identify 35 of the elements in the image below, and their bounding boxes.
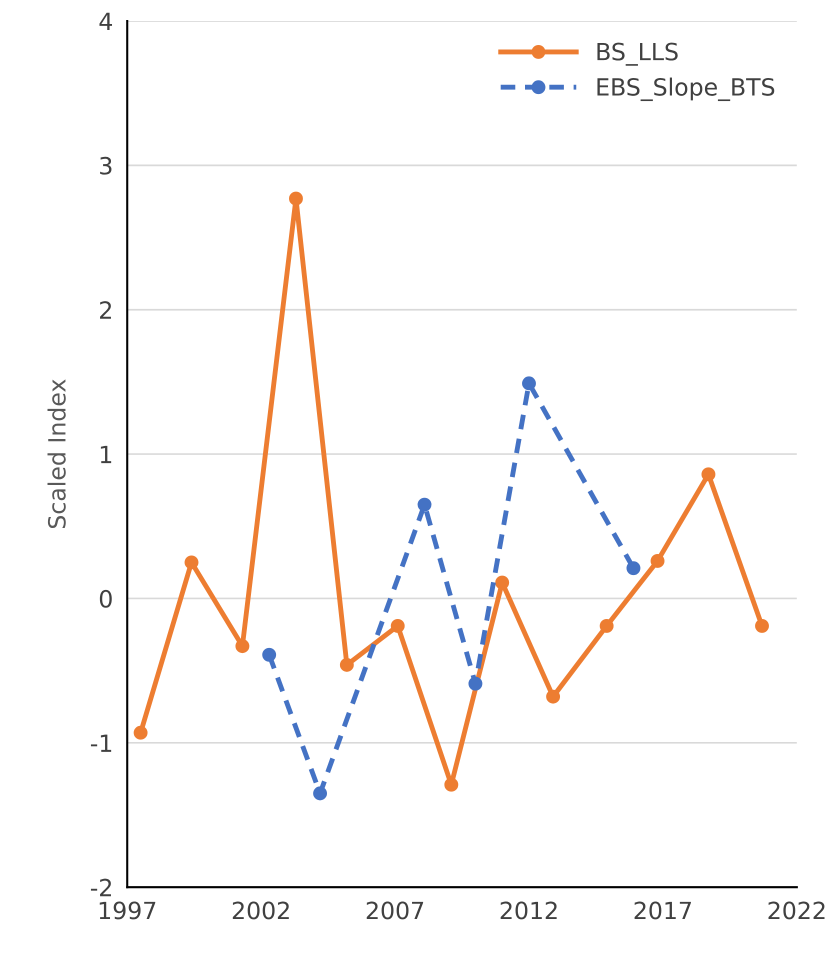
legend-label: EBS_Slope_BTS [597,78,774,102]
point [626,561,640,576]
point [235,639,250,654]
point [262,648,276,662]
y-tick-label: -1 [90,734,112,752]
point [650,554,664,568]
y-tick-label: 2 [100,301,111,319]
point [444,778,458,792]
x-tick-label: 2007 [366,902,424,920]
x-tick-label: 2002 [232,902,289,920]
point [522,376,536,390]
point [184,555,198,570]
point [390,618,405,633]
legend-label: BS_LLS [597,42,678,66]
x-tick-label: 1997 [100,902,156,920]
y-tick-label: 3 [100,156,112,175]
point [313,786,328,800]
y-tick-label: 0 [100,590,112,608]
point [134,726,148,740]
point [600,618,614,633]
point [546,690,560,704]
x-tick-label: 2022 [768,902,825,920]
point [468,676,482,691]
point [701,467,716,482]
y-tick-label: -2 [90,878,111,896]
x-tick-label: 2012 [500,902,557,920]
x-tick-label: 2017 [634,902,691,920]
point [418,498,432,512]
point [495,576,510,590]
y-axis-title: Scaled Index [48,379,66,528]
point [289,192,303,206]
y-tick-label: 4 [99,12,112,30]
point [340,658,354,672]
point [755,618,769,633]
y-tick-label: 1 [100,446,112,464]
